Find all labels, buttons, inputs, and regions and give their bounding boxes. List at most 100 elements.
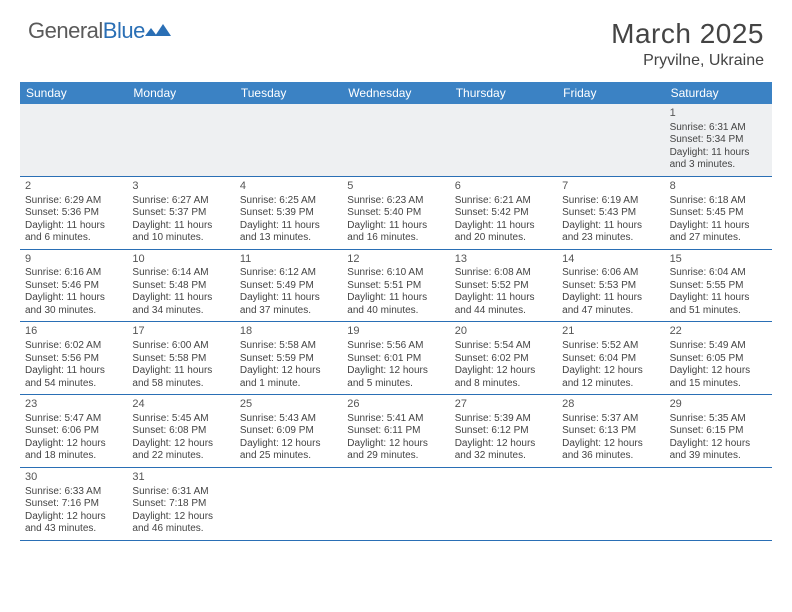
daylight-text: Daylight: 11 hours and 47 minutes. [562, 292, 659, 317]
calendar-day-cell: 31Sunrise: 6:31 AMSunset: 7:18 PMDayligh… [127, 468, 234, 540]
calendar-day-cell: 4Sunrise: 6:25 AMSunset: 5:39 PMDaylight… [235, 177, 342, 249]
calendar-day-cell: 20Sunrise: 5:54 AMSunset: 6:02 PMDayligh… [450, 322, 557, 394]
sunset-text: Sunset: 7:18 PM [132, 498, 229, 511]
sunset-text: Sunset: 6:01 PM [347, 353, 444, 366]
daylight-text: Daylight: 11 hours and 37 minutes. [240, 292, 337, 317]
sunrise-text: Sunrise: 6:31 AM [670, 122, 767, 135]
daylight-text: Daylight: 12 hours and 15 minutes. [670, 365, 767, 390]
calendar-day-cell [20, 104, 127, 176]
weekday-header: Saturday [665, 82, 772, 104]
day-number: 11 [240, 253, 337, 267]
brand-name-a: General [28, 18, 103, 43]
sunset-text: Sunset: 5:56 PM [25, 353, 122, 366]
day-number: 28 [562, 398, 659, 412]
sunrise-text: Sunrise: 6:00 AM [132, 340, 229, 353]
daylight-text: Daylight: 11 hours and 34 minutes. [132, 292, 229, 317]
calendar-day-cell: 12Sunrise: 6:10 AMSunset: 5:51 PMDayligh… [342, 250, 449, 322]
calendar-grid: SundayMondayTuesdayWednesdayThursdayFrid… [20, 82, 772, 541]
brand-name-b: Blue [103, 18, 145, 43]
calendar-week-row: 2Sunrise: 6:29 AMSunset: 5:36 PMDaylight… [20, 177, 772, 250]
daylight-text: Daylight: 11 hours and 20 minutes. [455, 220, 552, 245]
daylight-text: Daylight: 11 hours and 23 minutes. [562, 220, 659, 245]
sunrise-text: Sunrise: 5:52 AM [562, 340, 659, 353]
sunset-text: Sunset: 6:04 PM [562, 353, 659, 366]
sunrise-text: Sunrise: 5:56 AM [347, 340, 444, 353]
daylight-text: Daylight: 12 hours and 5 minutes. [347, 365, 444, 390]
weekday-header: Thursday [450, 82, 557, 104]
daylight-text: Daylight: 12 hours and 46 minutes. [132, 511, 229, 536]
day-number: 2 [25, 180, 122, 194]
calendar-day-cell [235, 468, 342, 540]
weekday-header-row: SundayMondayTuesdayWednesdayThursdayFrid… [20, 82, 772, 104]
day-number: 24 [132, 398, 229, 412]
sunrise-text: Sunrise: 5:37 AM [562, 413, 659, 426]
sunrise-text: Sunrise: 5:49 AM [670, 340, 767, 353]
sunrise-text: Sunrise: 6:02 AM [25, 340, 122, 353]
daylight-text: Daylight: 11 hours and 13 minutes. [240, 220, 337, 245]
flag-icon [145, 22, 171, 40]
sunset-text: Sunset: 5:42 PM [455, 207, 552, 220]
sunset-text: Sunset: 5:55 PM [670, 280, 767, 293]
sunset-text: Sunset: 5:52 PM [455, 280, 552, 293]
day-number: 26 [347, 398, 444, 412]
sunset-text: Sunset: 6:11 PM [347, 425, 444, 438]
weekday-header: Wednesday [342, 82, 449, 104]
calendar-day-cell: 18Sunrise: 5:58 AMSunset: 5:59 PMDayligh… [235, 322, 342, 394]
sunrise-text: Sunrise: 5:45 AM [132, 413, 229, 426]
daylight-text: Daylight: 12 hours and 8 minutes. [455, 365, 552, 390]
daylight-text: Daylight: 11 hours and 54 minutes. [25, 365, 122, 390]
sunset-text: Sunset: 6:05 PM [670, 353, 767, 366]
calendar-day-cell [127, 104, 234, 176]
weekday-header: Sunday [20, 82, 127, 104]
sunset-text: Sunset: 7:16 PM [25, 498, 122, 511]
calendar-day-cell [450, 104, 557, 176]
calendar-day-cell: 7Sunrise: 6:19 AMSunset: 5:43 PMDaylight… [557, 177, 664, 249]
daylight-text: Daylight: 11 hours and 27 minutes. [670, 220, 767, 245]
daylight-text: Daylight: 11 hours and 30 minutes. [25, 292, 122, 317]
month-title: March 2025 [611, 18, 764, 50]
sunrise-text: Sunrise: 5:35 AM [670, 413, 767, 426]
daylight-text: Daylight: 11 hours and 10 minutes. [132, 220, 229, 245]
day-number: 30 [25, 471, 122, 485]
daylight-text: Daylight: 11 hours and 58 minutes. [132, 365, 229, 390]
calendar-day-cell [557, 468, 664, 540]
calendar-day-cell: 9Sunrise: 6:16 AMSunset: 5:46 PMDaylight… [20, 250, 127, 322]
calendar-day-cell [450, 468, 557, 540]
day-number: 21 [562, 325, 659, 339]
sunset-text: Sunset: 5:46 PM [25, 280, 122, 293]
brand-logo: GeneralBlue [28, 18, 171, 44]
day-number: 29 [670, 398, 767, 412]
sunrise-text: Sunrise: 6:23 AM [347, 195, 444, 208]
day-number: 18 [240, 325, 337, 339]
daylight-text: Daylight: 11 hours and 3 minutes. [670, 147, 767, 172]
sunrise-text: Sunrise: 6:27 AM [132, 195, 229, 208]
weekday-header: Friday [557, 82, 664, 104]
sunrise-text: Sunrise: 6:19 AM [562, 195, 659, 208]
sunrise-text: Sunrise: 6:29 AM [25, 195, 122, 208]
day-number: 23 [25, 398, 122, 412]
calendar-day-cell: 1Sunrise: 6:31 AMSunset: 5:34 PMDaylight… [665, 104, 772, 176]
calendar-day-cell: 30Sunrise: 6:33 AMSunset: 7:16 PMDayligh… [20, 468, 127, 540]
daylight-text: Daylight: 12 hours and 18 minutes. [25, 438, 122, 463]
daylight-text: Daylight: 12 hours and 1 minute. [240, 365, 337, 390]
sunset-text: Sunset: 5:43 PM [562, 207, 659, 220]
calendar-week-row: 23Sunrise: 5:47 AMSunset: 6:06 PMDayligh… [20, 395, 772, 468]
calendar-day-cell [342, 468, 449, 540]
calendar-day-cell: 25Sunrise: 5:43 AMSunset: 6:09 PMDayligh… [235, 395, 342, 467]
calendar-day-cell: 15Sunrise: 6:04 AMSunset: 5:55 PMDayligh… [665, 250, 772, 322]
location-label: Pryvilne, Ukraine [611, 52, 764, 70]
daylight-text: Daylight: 11 hours and 40 minutes. [347, 292, 444, 317]
sunset-text: Sunset: 6:09 PM [240, 425, 337, 438]
sunrise-text: Sunrise: 5:58 AM [240, 340, 337, 353]
daylight-text: Daylight: 12 hours and 39 minutes. [670, 438, 767, 463]
sunrise-text: Sunrise: 6:10 AM [347, 267, 444, 280]
page-header: GeneralBlue March 2025 Pryvilne, Ukraine [0, 0, 792, 78]
calendar-day-cell [342, 104, 449, 176]
sunrise-text: Sunrise: 5:54 AM [455, 340, 552, 353]
sunrise-text: Sunrise: 6:08 AM [455, 267, 552, 280]
day-number: 20 [455, 325, 552, 339]
calendar-day-cell: 8Sunrise: 6:18 AMSunset: 5:45 PMDaylight… [665, 177, 772, 249]
sunrise-text: Sunrise: 5:41 AM [347, 413, 444, 426]
day-number: 15 [670, 253, 767, 267]
sunset-text: Sunset: 6:13 PM [562, 425, 659, 438]
